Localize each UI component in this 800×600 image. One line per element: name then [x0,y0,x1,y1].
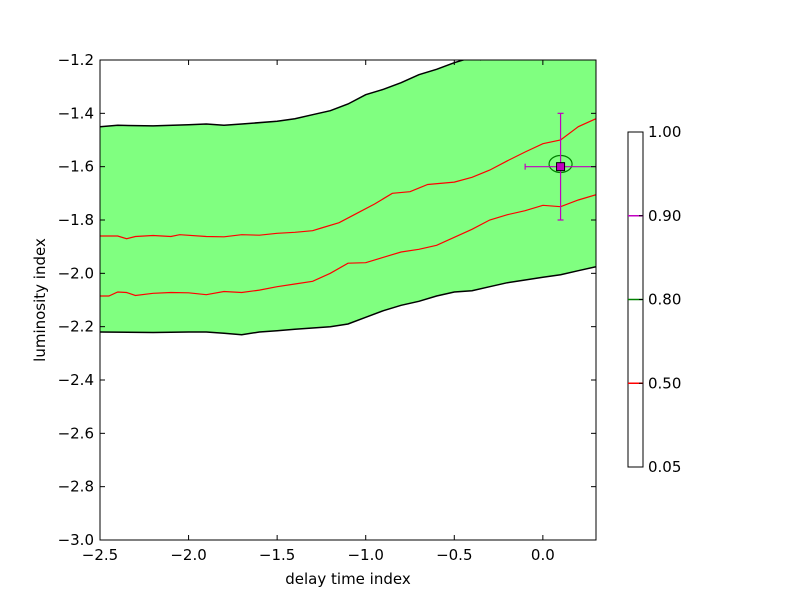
colorbar-tick-label: 0.05 [648,458,681,476]
contour-050-lower [100,194,596,297]
y-tick-label: −2.4 [58,371,94,389]
y-tick-label: −3.0 [58,531,94,549]
colorbar-ticks: 1.00 0.90 0.80 0.50 0.05 [639,123,681,476]
colorbar-tick-label: 0.90 [648,207,681,225]
y-axis-label: luminosity index [31,238,49,362]
x-tick-label: −0.5 [436,546,472,564]
confidence-band-fill [100,60,596,335]
contour-outer-upper [100,60,481,128]
x-axis-label: delay time index [285,570,411,588]
y-tick-label: −1.6 [58,158,94,176]
colorbar-tick-label: 0.80 [648,291,681,309]
data-point-marker [556,162,566,172]
colorbar-tick-label: 0.50 [648,374,681,392]
x-tick-label: −2.5 [82,546,118,564]
y-tick-label: −2.0 [58,264,94,282]
x-tick-label: −2.0 [170,546,206,564]
y-tick-label: −2.2 [58,318,94,336]
contour-outer-lower [100,265,596,336]
y-tick-label: −1.4 [58,104,94,122]
x-axis: −2.5 −2.0 −1.5 −1.0 −0.5 0.0 [82,60,555,564]
x-tick-label: 0.0 [531,546,555,564]
plot-frame [99,59,597,541]
y-axis: −3.0 −2.8 −2.6 −2.4 −2.2 −2.0 −1.8 −1.6 −1.4 −1.2 [58,51,596,549]
y-tick-label: −1.2 [58,51,94,69]
x-tick-label: −1.0 [347,546,383,564]
colorbar-tick-label: 1.00 [648,123,681,141]
colorbar: 1.00 0.90 0.80 0.50 0.05 [627,123,681,476]
x-tick-label: −1.5 [259,546,295,564]
y-tick-label: −1.8 [58,211,94,229]
contour-050-upper [100,118,596,240]
plot-area [100,60,596,336]
y-tick-label: −2.8 [58,478,94,496]
y-tick-label: −2.6 [58,424,94,442]
